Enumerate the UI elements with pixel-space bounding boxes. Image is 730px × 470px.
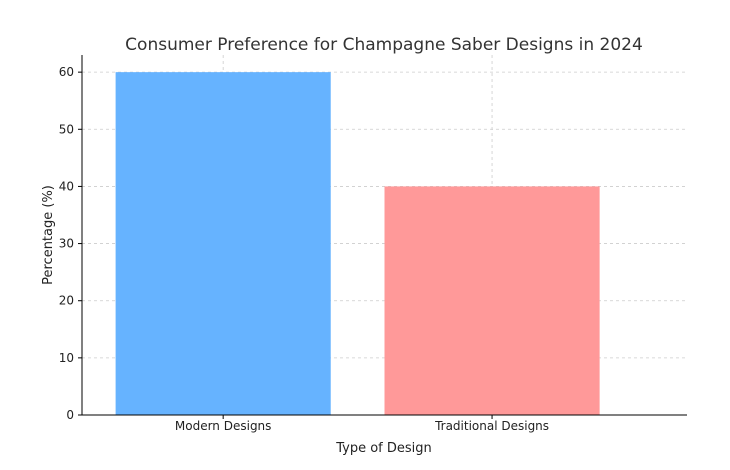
- y-tick-label: 20: [59, 294, 74, 308]
- x-ticks: Modern Designs Traditional Designs: [175, 415, 549, 433]
- axes: [81, 55, 687, 416]
- x-tick-label: Modern Designs: [175, 419, 272, 433]
- y-tick-label: 10: [59, 351, 74, 365]
- y-tick-label: 40: [59, 179, 74, 193]
- bars: [115, 72, 600, 416]
- y-tick-label: 60: [59, 65, 74, 79]
- bar-modern-designs: [115, 72, 331, 416]
- x-tick-label: Traditional Designs: [434, 419, 549, 433]
- y-ticks: 0 10 20 30 40 50 60: [59, 65, 82, 422]
- x-axis-label: Type of Design: [335, 441, 432, 456]
- bar-traditional-designs: [384, 186, 600, 415]
- y-tick-label: 0: [66, 408, 74, 422]
- chart-title: Consumer Preference for Champagne Saber …: [125, 35, 643, 55]
- y-tick-label: 30: [59, 237, 74, 251]
- y-axis-label: Percentage (%): [41, 185, 56, 285]
- y-tick-label: 50: [59, 122, 74, 136]
